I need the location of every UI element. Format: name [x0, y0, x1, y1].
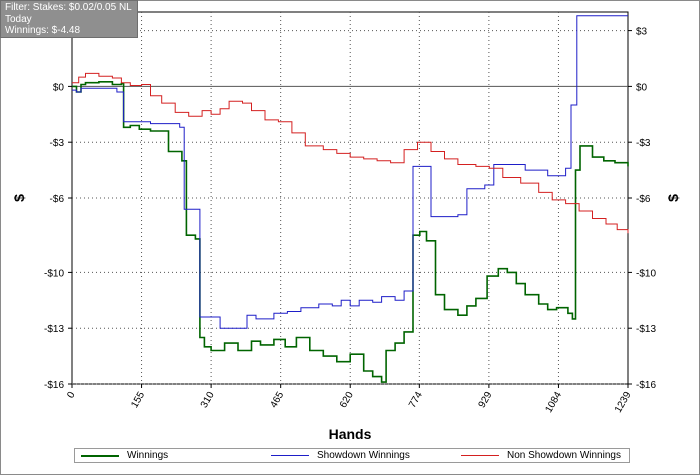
y-tick-label-left: -$13	[44, 324, 64, 335]
x-tick-label: 1084	[543, 390, 564, 415]
legend-item: Non Showdown Winnings	[461, 450, 621, 461]
legend-swatch	[271, 455, 309, 456]
x-tick-label: 0	[65, 390, 78, 401]
y-tick-label-left: -$10	[44, 268, 64, 279]
x-tick-label: 310	[199, 390, 217, 410]
y-tick-label-left: -$3	[50, 138, 65, 149]
x-tick-label: 1239	[613, 390, 634, 415]
series-line-non-showdown-winnings	[72, 72, 629, 234]
y-tick-label-left: -$6	[50, 194, 65, 205]
filter-text: Filter: Stakes: $0.02/0.05 NL	[5, 2, 132, 13]
x-tick-label: 155	[129, 390, 147, 410]
legend-item: Showdown Winnings	[271, 450, 410, 461]
legend-item: Winnings	[81, 450, 168, 461]
y-axis-title-left: $	[11, 194, 27, 202]
y-tick-label-right: -$3	[636, 138, 651, 149]
legend-label: Winnings	[127, 450, 169, 461]
period-text: Today	[5, 13, 32, 25]
y-tick-label-left: -$16	[44, 380, 64, 391]
y-tick-label-right: -$16	[636, 380, 656, 391]
series-line-showdown-winnings	[72, 15, 628, 329]
x-tick-label: 620	[338, 390, 356, 410]
y-axis-title-right: $	[665, 194, 681, 202]
y-tick-label-right: -$6	[636, 194, 651, 205]
y-tick-label-right: -$10	[636, 268, 656, 279]
legend-label: Showdown Winnings	[317, 450, 410, 461]
legend-swatch	[461, 455, 499, 456]
x-axis-title: Hands	[329, 426, 372, 442]
y-tick-label-right: -$13	[636, 324, 656, 335]
x-tick-label: 929	[477, 390, 495, 410]
winnings-text: Winnings: $-4.48	[5, 25, 81, 36]
series-line-winnings	[72, 81, 629, 383]
x-tick-label: 465	[268, 390, 286, 410]
legend-label: Non Showdown Winnings	[507, 450, 621, 461]
x-tick-label: 774	[407, 390, 425, 410]
y-tick-label-left: $0	[53, 82, 65, 93]
legend-swatch	[81, 454, 119, 457]
chart-legend: Winnings Showdown Winnings Non Showdown Wi…	[74, 448, 630, 463]
y-tick-label-right: $0	[636, 82, 648, 93]
y-tick-label-right: $3	[636, 27, 648, 38]
filter-info-box: Filter: Stakes: $0.02/0.05 NL Today Winn…	[0, 0, 138, 38]
